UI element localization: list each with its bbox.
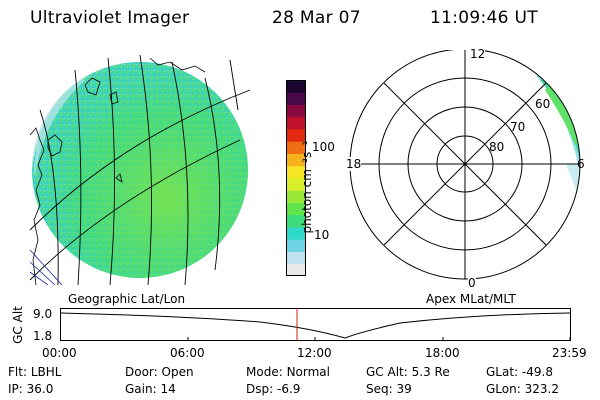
colorbar — [286, 80, 306, 277]
colorbar-band — [286, 153, 306, 167]
polar-plot-mlat-mlt — [349, 50, 581, 280]
colorbar-band — [286, 116, 306, 130]
colorbar-band — [286, 214, 306, 228]
status-gc-alt: GC Alt: 5.3 Re — [366, 365, 450, 379]
status-glat: GLat: -49.8 — [486, 365, 553, 379]
colorbar-band — [286, 239, 306, 252]
colorbar-band — [286, 129, 306, 142]
status-glon: GLon: 323.2 — [486, 382, 559, 396]
colorbar-label: photon cm⁻²s⁻¹ — [300, 140, 314, 234]
status-seq: Seq: 39 — [366, 382, 412, 396]
alt-tick-1-8: 1.8 — [33, 329, 53, 343]
colorbar-band — [286, 251, 306, 265]
colorbar-band — [286, 165, 306, 179]
altitude-plot — [60, 308, 571, 341]
alt-tick-9: 9.0 — [33, 307, 53, 321]
status-dsp: Dsp: -6.9 — [246, 382, 301, 396]
colorbar-band — [286, 227, 306, 240]
projection-label-apex: Apex MLat/MLT — [426, 292, 516, 306]
colorbar-tick-10: 10 — [314, 228, 330, 242]
mlt-label-6: 6 — [577, 157, 585, 171]
colorbar-band — [286, 202, 306, 216]
colorbar-band — [286, 141, 306, 154]
time-tick-2359: 23:59 — [552, 346, 587, 360]
mlat-label-70: 70 — [510, 120, 526, 134]
image-time: 11:09:46 UT — [430, 8, 538, 28]
colorbar-band — [286, 263, 306, 277]
colorbar-band — [286, 92, 306, 105]
status-ip: IP: 36.0 — [8, 382, 54, 396]
mlat-label-60: 60 — [535, 97, 551, 111]
status-mode: Mode: Normal — [246, 365, 330, 379]
alt-axis-label: GC Alt — [11, 306, 25, 344]
colorbar-band — [286, 178, 306, 191]
colorbar-gradient — [286, 80, 306, 277]
status-gain: Gain: 14 — [125, 382, 176, 396]
mlt-label-0: 0 — [468, 276, 476, 290]
colorbar-tick-100: 100 — [312, 140, 335, 154]
mlat-label-80: 80 — [489, 140, 505, 154]
colorbar-band — [286, 80, 306, 93]
status-door: Door: Open — [125, 365, 194, 379]
time-tick-0600: 06:00 — [170, 346, 205, 360]
image-date: 28 Mar 07 — [272, 8, 361, 28]
colorbar-band — [286, 104, 306, 118]
mlt-label-12: 12 — [470, 47, 486, 61]
instrument-title: Ultraviolet Imager — [30, 8, 190, 28]
status-filter: Flt: LBHL — [8, 365, 62, 379]
time-tick-1800: 18:00 — [425, 346, 460, 360]
time-tick-1200: 12:00 — [297, 346, 332, 360]
mlt-label-18: 18 — [346, 157, 362, 171]
projection-label-geographic: Geographic Lat/Lon — [68, 292, 186, 306]
time-tick-0000: 00:00 — [42, 346, 77, 360]
colorbar-band — [286, 190, 306, 203]
